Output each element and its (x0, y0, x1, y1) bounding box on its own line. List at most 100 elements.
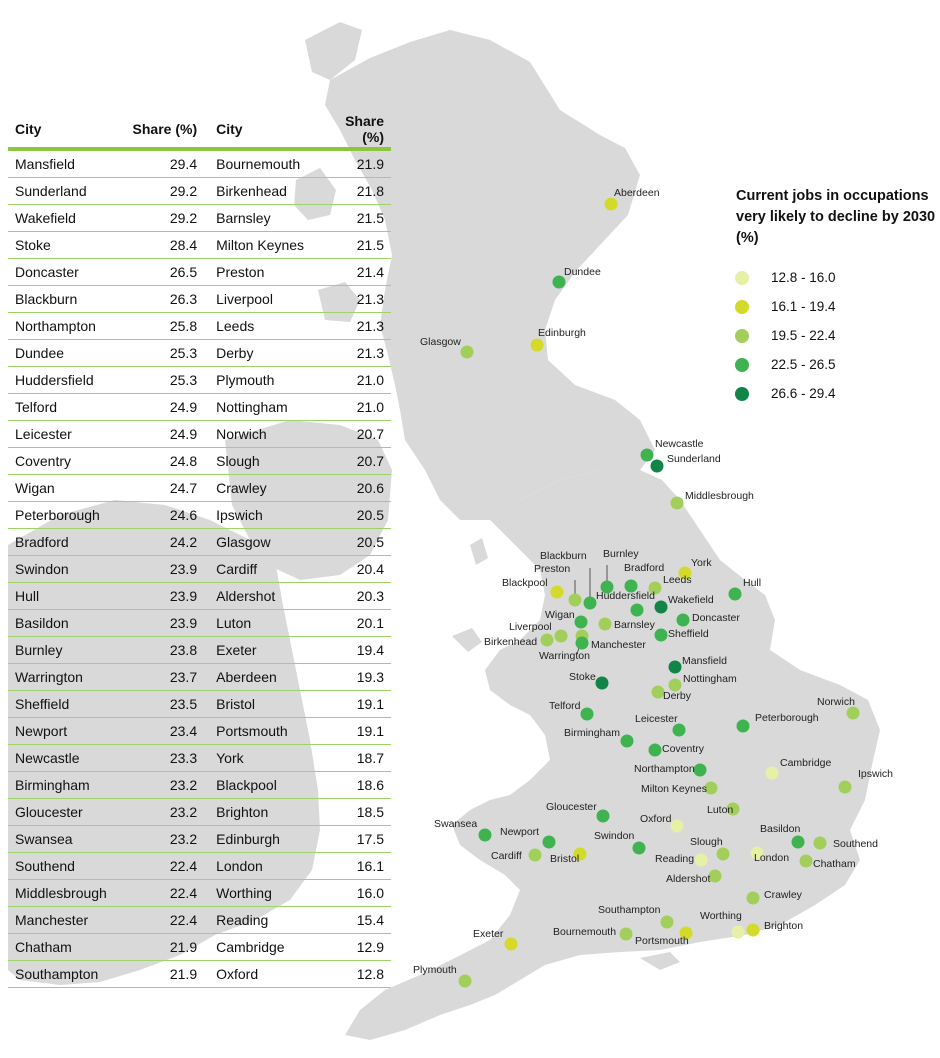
city-marker (574, 615, 588, 629)
city-label: Cambridge (780, 757, 832, 769)
city-cell: Manchester (8, 906, 122, 934)
city-cell: Liverpool (203, 285, 322, 313)
city-cell: York (203, 744, 322, 772)
city-cell: Crawley (203, 474, 322, 502)
table-header-row: City Share (%) City Share (%) (8, 113, 391, 151)
legend-title: Current jobs in occupations very likely … (736, 188, 936, 246)
city-share-table-container: City Share (%) City Share (%) Mansfield 2… (8, 113, 391, 988)
isle-of-wight-landmass (640, 952, 680, 970)
city-label: Slough (690, 836, 723, 848)
city-marker (619, 927, 633, 941)
share-cell: 29.2 (121, 204, 204, 232)
share-cell: 23.8 (121, 636, 204, 664)
city-label: Stoke (569, 671, 596, 683)
city-label: Middlesbrough (685, 490, 754, 502)
city-marker (573, 847, 587, 861)
share-cell: 23.4 (121, 717, 204, 745)
city-cell: Brighton (203, 798, 322, 826)
city-label: Plymouth (413, 964, 457, 976)
table-row: Southampton 21.9 Oxford 12.8 (8, 960, 391, 988)
isle-of-man-landmass (470, 538, 488, 565)
city-label: Burnley (603, 548, 639, 560)
table-row: Chatham 21.9 Cambridge 12.9 (8, 933, 391, 961)
legend-label: 22.5 - 26.5 (771, 357, 836, 372)
city-label: Exeter (473, 928, 504, 940)
legend-label: 12.8 - 16.0 (771, 270, 836, 285)
city-cell: Swindon (8, 555, 122, 583)
city-marker (765, 766, 779, 780)
city-marker (458, 974, 472, 988)
city-label: Southampton (598, 904, 661, 916)
city-label: Bournemouth (553, 926, 616, 938)
city-cell: Milton Keynes (203, 231, 322, 259)
hebrides-landmass (305, 22, 362, 80)
city-cell: Sunderland (8, 177, 122, 205)
city-label: Sheffield (668, 628, 709, 640)
share-cell: 25.3 (121, 339, 204, 367)
city-label: Aldershot (666, 873, 710, 885)
city-label: London (754, 852, 789, 864)
legend-item: 16.1 - 19.4 (735, 292, 936, 321)
city-cell: Bournemouth (203, 149, 322, 178)
city-cell: Leicester (8, 420, 122, 448)
city-marker (704, 781, 718, 795)
city-marker (632, 841, 646, 855)
city-cell: Northampton (8, 312, 122, 340)
city-label: Milton Keynes (641, 783, 707, 795)
city-label: Gloucester (546, 801, 597, 813)
share-cell: 19.3 (321, 663, 391, 691)
share-cell: 23.2 (121, 798, 204, 826)
city-label: Liverpool (509, 621, 552, 633)
share-cell: 15.4 (321, 906, 391, 934)
table-body: Mansfield 29.4 Bournemouth 21.9 Sunderland 29… (8, 149, 391, 988)
city-marker (791, 835, 805, 849)
city-cell: Birkenhead (203, 177, 322, 205)
share-cell: 18.7 (321, 744, 391, 772)
city-marker (676, 613, 690, 627)
table-row: Stoke 28.4 Milton Keynes 21.5 (8, 231, 391, 259)
legend-item: 19.5 - 22.4 (735, 321, 936, 350)
city-marker (728, 587, 742, 601)
table-row: Burnley 23.8 Exeter 19.4 (8, 636, 391, 664)
city-cell: Hull (8, 582, 122, 610)
city-marker (654, 600, 668, 614)
legend-swatch (735, 328, 749, 343)
city-label: Glasgow (420, 336, 461, 348)
city-cell: Swansea (8, 825, 122, 853)
table-row: Basildon 23.9 Luton 20.1 (8, 609, 391, 637)
city-marker (678, 566, 692, 580)
city-marker (654, 628, 668, 642)
legend-swatch (735, 386, 749, 401)
city-label: Bristol (550, 853, 579, 865)
city-cell: Doncaster (8, 258, 122, 286)
share-cell: 24.7 (121, 474, 204, 502)
city-marker (746, 923, 760, 937)
city-marker (672, 723, 686, 737)
city-cell: Sheffield (8, 690, 122, 718)
share-cell: 20.6 (321, 474, 391, 502)
city-cell: Middlesbrough (8, 879, 122, 907)
share-cell: 20.5 (321, 501, 391, 529)
city-cell: Leeds (203, 312, 322, 340)
city-cell: Cambridge (203, 933, 322, 961)
share-cell: 16.1 (321, 852, 391, 880)
city-marker (651, 685, 665, 699)
city-marker (838, 780, 852, 794)
share-cell: 21.0 (321, 366, 391, 394)
share-cell: 29.4 (121, 149, 204, 178)
city-label: Newcastle (655, 438, 704, 450)
city-labels: Aberdeen Dundee Edinburgh Glasgow Newcastle S… (413, 187, 893, 976)
city-label: Mansfield (682, 655, 727, 667)
share-cell: 20.5 (321, 528, 391, 556)
share-cell: 24.2 (121, 528, 204, 556)
table-row: Warrington 23.7 Aberdeen 19.3 (8, 663, 391, 691)
table-row: Mansfield 29.4 Bournemouth 21.9 (8, 149, 391, 178)
share-cell: 23.9 (121, 582, 204, 610)
share-cell: 24.6 (121, 501, 204, 529)
share-cell: 23.2 (121, 825, 204, 853)
share-cell: 12.9 (321, 933, 391, 961)
city-label: Basildon (760, 823, 800, 835)
city-label: Warrington (539, 650, 590, 662)
city-cell: Barnsley (203, 204, 322, 232)
city-marker (668, 678, 682, 692)
